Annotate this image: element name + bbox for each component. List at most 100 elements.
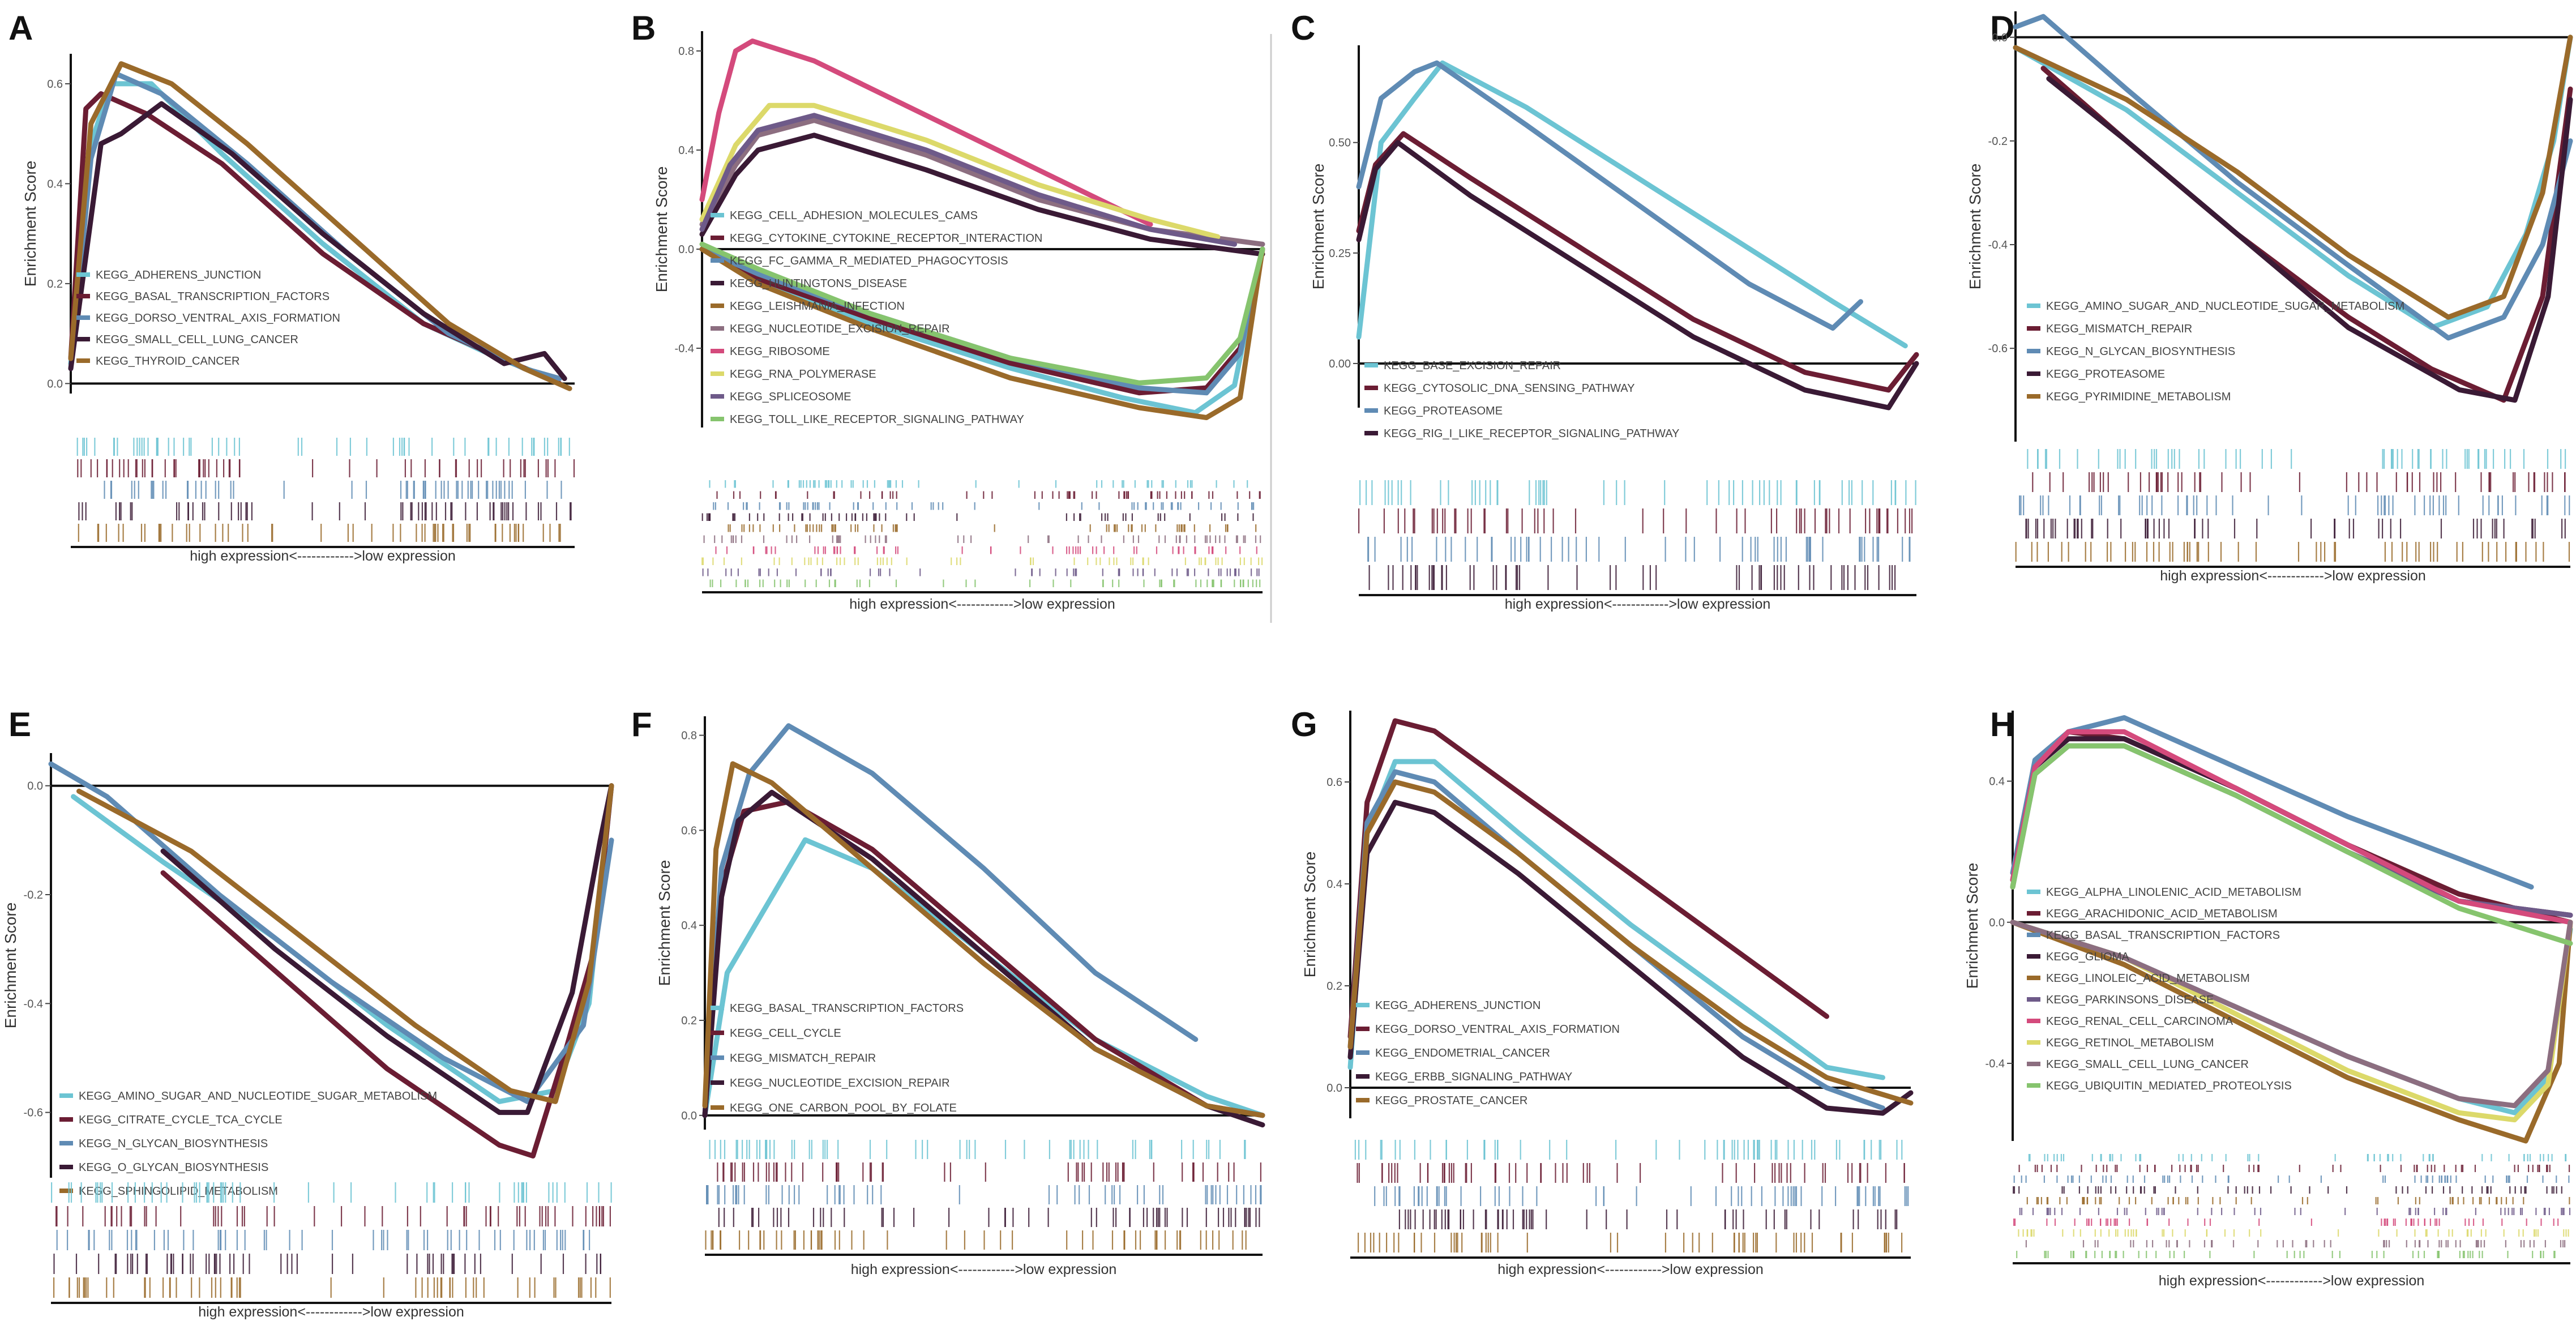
y-axis-title: Enrichment Score	[1963, 863, 1981, 989]
legend-label: KEGG_CELL_ADHESION_MOLECULES_CAMS	[730, 210, 978, 222]
legend-label: KEGG_ADHERENS_JUNCTION	[1375, 999, 1541, 1012]
series-line-kegg-proteasome	[1356, 60, 1863, 331]
x-axis-title: high expression<------------>low express…	[198, 1304, 464, 1320]
legend-label: KEGG_RIBOSOME	[730, 345, 830, 358]
series-line-kegg-mismatch-repair	[702, 723, 1199, 1118]
legend-label: KEGG_ARACHIDONIC_ACID_METABOLISM	[2046, 908, 2278, 920]
series-line-kegg-dorso-ventral-axis-formation	[1347, 718, 1829, 1040]
y-tick-label: 0.0	[1989, 917, 2005, 929]
series-line-kegg-leishmania-infection	[699, 246, 1265, 420]
y-tick-label: 0.0	[1326, 1082, 1342, 1095]
legend-label: KEGG_BASAL_TRANSCRIPTION_FACTORS	[730, 1002, 964, 1015]
legend-label: KEGG_SPLICEOSOME	[730, 391, 851, 403]
series-line-kegg-ubiquitin-mediated-proteolysis	[2010, 743, 2573, 946]
series-line-kegg-huntingtons-disease	[699, 132, 1265, 257]
legend-label: KEGG_TOLL_LIKE_RECEPTOR_SIGNALING_PATHWA…	[730, 413, 1024, 426]
legend-label: KEGG_ENDOMETRIAL_CANCER	[1375, 1047, 1550, 1059]
series-line-kegg-cytokine-cytokine-receptor-interaction	[699, 246, 1265, 396]
x-axis-title: high expression<------------>low express…	[1497, 1262, 1764, 1277]
y-tick-label: 0.4	[1989, 776, 2005, 788]
legend-label: KEGG_BASAL_TRANSCRIPTION_FACTORS	[96, 290, 330, 303]
y-axis-title: Enrichment Score	[653, 166, 670, 293]
y-tick-label: 0.4	[681, 920, 697, 932]
y-axis-title: Enrichment Score	[1301, 852, 1319, 978]
rug-marks	[1354, 1140, 1909, 1252]
panel-h: H -0.4 0.0 0.4 Enrichment Score KEGG_ALPHA_LI…	[1963, 706, 2573, 1289]
y-tick-label: 0.2	[681, 1015, 697, 1027]
series-line-kegg-nucleotide-excision-repair	[702, 789, 1265, 1128]
y-tick-label: 0.4	[1326, 878, 1342, 891]
series-line-kegg-base-excision-repair	[1356, 60, 1908, 349]
legend-label: KEGG_THYROID_CANCER	[96, 355, 240, 367]
series-line-kegg-small-cell-lung-cancer	[68, 101, 567, 381]
series-line-kegg-toll-like-receptor-signaling-pathway	[699, 241, 1265, 386]
legend-label: KEGG_ERBB_SIGNALING_PATHWAY	[1375, 1071, 1572, 1083]
legend-label: KEGG_AMINO_SUGAR_AND_NUCLEOTIDE_SUGAR_ME…	[2046, 300, 2404, 313]
legend-label: KEGG_O_GLYCAN_BIOSYNTHESIS	[79, 1161, 268, 1174]
y-tick-label: 0.0	[681, 1110, 697, 1122]
series-line-kegg-thyroid-cancer	[68, 61, 572, 391]
x-axis-title: high expression<------------>low express…	[849, 596, 1115, 612]
legend-label: KEGG_RENAL_CELL_CARCINOMA	[2046, 1015, 2233, 1028]
y-tick-label: 0.0	[47, 378, 63, 390]
panel-letter: H	[1990, 706, 2014, 743]
legend-label: KEGG_SMALL_CELL_LUNG_CANCER	[2046, 1058, 2249, 1071]
series-line-kegg-ribosome	[699, 39, 1153, 227]
legend-label: KEGG_HUNTINGTONS_DISEASE	[730, 277, 907, 290]
legend-label: KEGG_N_GLYCAN_BIOSYNTHESIS	[79, 1138, 268, 1150]
y-axis-title: Enrichment Score	[1966, 164, 1984, 290]
series-line-kegg-adherens-junction	[68, 81, 542, 377]
legend-label: KEGG_DORSO_VENTRAL_AXIS_FORMATION	[96, 312, 340, 324]
legend-label: KEGG_CYTOKINE_CYTOKINE_RECEPTOR_INTERACT…	[730, 232, 1042, 245]
x-axis-title: high expression<------------>low express…	[851, 1262, 1117, 1277]
y-tick-label: 0.50	[1329, 137, 1351, 149]
y-tick-label: -0.6	[1988, 343, 2008, 355]
rug-marks	[2013, 1154, 2571, 1258]
panel-f: F 0.0 0.2 0.4 0.6 0.8 Enrichment Score KEGG_BAS…	[631, 706, 1265, 1277]
series-line-kegg-o-glycan-biosynthesis	[160, 783, 614, 1115]
rug-marks	[701, 480, 1263, 587]
rug-marks	[2015, 449, 2570, 562]
panel-letter: F	[631, 706, 652, 743]
legend-label: KEGG_PROSTATE_CANCER	[1375, 1095, 1527, 1107]
legend-label: KEGG_BASAL_TRANSCRIPTION_FACTORS	[2046, 929, 2280, 942]
legend-label: KEGG_DORSO_VENTRAL_AXIS_FORMATION	[1375, 1023, 1620, 1036]
legend-label: KEGG_ONE_CARBON_POOL_BY_FOLATE	[730, 1102, 957, 1114]
rug-marks	[76, 438, 575, 542]
series-line-kegg-renal-cell-carcinoma	[2010, 729, 2573, 925]
legend-label: KEGG_CITRATE_CYCLE_TCA_CYCLE	[79, 1114, 283, 1126]
panel-letter: B	[631, 9, 656, 47]
y-tick-label: -0.4	[1988, 239, 2008, 251]
y-axis-title: Enrichment Score	[656, 860, 673, 986]
y-tick-label: -0.6	[24, 1107, 43, 1119]
y-tick-label: 0.0	[1992, 32, 2008, 44]
legend-label: KEGG_PYRIMIDINE_METABOLISM	[2046, 391, 2231, 403]
y-tick-label: 0.2	[47, 278, 63, 290]
panel-letter: G	[1291, 706, 1317, 743]
y-tick-label: -0.2	[24, 889, 43, 901]
legend-label: KEGG_LEISHMANIA_INFECTION	[730, 300, 905, 313]
series-line-kegg-sphingolipid-metabolism	[76, 783, 614, 1104]
y-tick-label: 0.8	[678, 45, 694, 58]
legend-label: KEGG_BASE_EXCISION_REPAIR	[1384, 360, 1561, 372]
y-tick-label: 0.25	[1329, 247, 1351, 260]
series-line-kegg-linoleic-acid-metabolism	[2010, 920, 2573, 1144]
series-line-kegg-prostate-cancer	[1347, 779, 1914, 1106]
panel-letter: C	[1291, 9, 1315, 47]
series-line-kegg-one-carbon-pool-by-folate	[702, 761, 1265, 1118]
y-tick-label: -0.4	[1986, 1058, 2005, 1070]
rug-marks	[705, 1140, 1262, 1250]
series-line-kegg-n-glycan-biosynthesis	[2013, 14, 2573, 341]
series-line-kegg-rna-polymerase	[699, 102, 1221, 240]
legend-label: KEGG_RIG_I_LIKE_RECEPTOR_SIGNALING_PATHW…	[1384, 428, 1679, 440]
x-axis-title: high expression<------------>low express…	[190, 548, 456, 564]
y-tick-label: 0.0	[27, 780, 43, 793]
y-axis-title: Enrichment Score	[2, 903, 19, 1029]
legend-label: KEGG_LINOLEIC_ACID_METABOLISM	[2046, 972, 2250, 985]
y-tick-label: -0.2	[1988, 135, 2008, 148]
legend-label: KEGG_CELL_CYCLE	[730, 1027, 841, 1040]
x-axis-title: high expression<------------>low express…	[1505, 596, 1771, 612]
panel-c: C 0.00 0.25 0.50 Enrichment Score KEGG_BASE_E…	[1291, 9, 1919, 612]
y-tick-label: 0.4	[47, 178, 63, 190]
panel-a: A 0.0 0.2 0.4 0.6 Enrichment Score KEGG_ADHERE…	[8, 9, 575, 564]
